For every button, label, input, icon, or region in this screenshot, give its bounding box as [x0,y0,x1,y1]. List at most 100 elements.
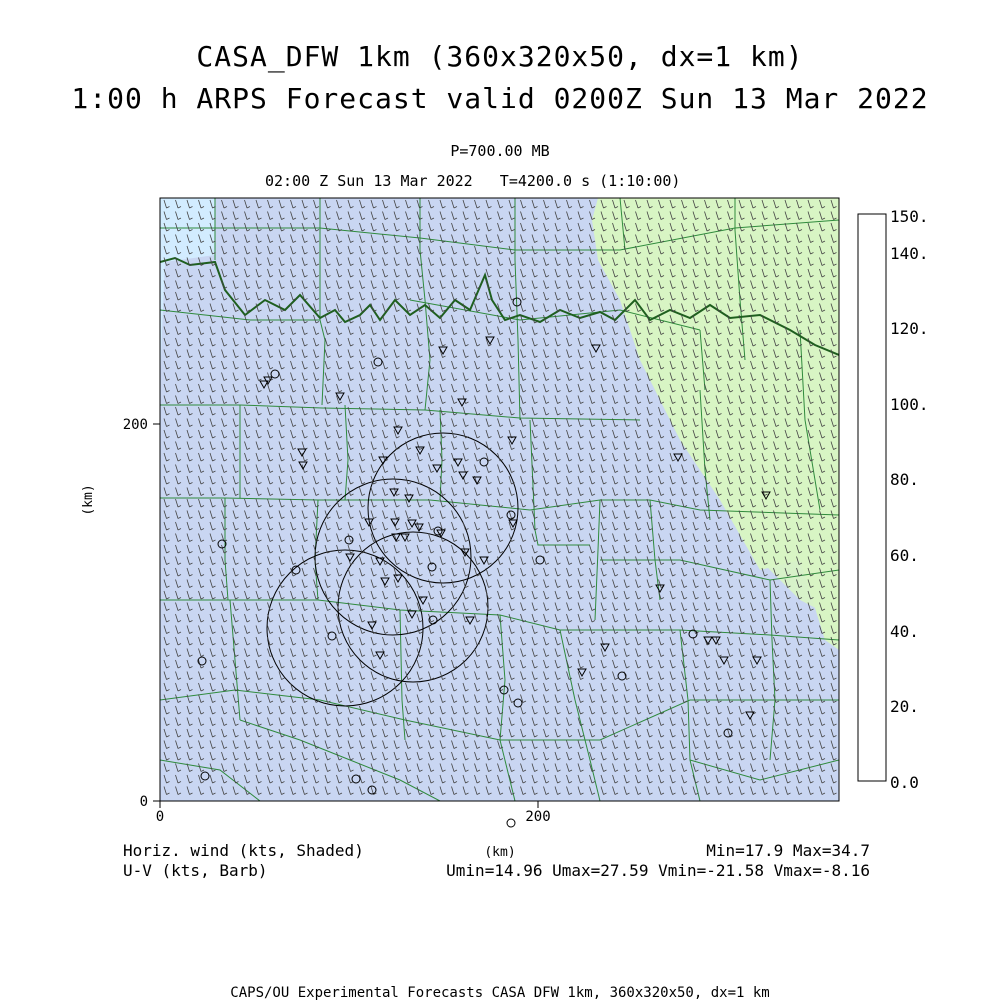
wind-barb [715,498,722,508]
wind-barb [623,441,630,450]
wind-barb [186,234,193,243]
wind-barb [163,326,170,335]
wind-barb [600,383,607,393]
wind-barb [669,579,676,588]
wind-barb [600,291,607,301]
wind-barb [531,648,538,657]
wind-barb [232,314,239,324]
wind-barb [646,257,653,266]
wind-barb [830,280,837,289]
wind-barb [577,314,584,324]
wind-barb [830,625,837,634]
wind-barb [198,717,205,726]
wind-barb [796,487,803,496]
wind-barb [382,728,389,738]
wind-barb [485,291,492,301]
wind-barb [209,774,216,784]
wind-barb [209,590,216,600]
wind-barb [359,314,366,324]
wind-barb [520,602,527,611]
wind-barb [474,728,481,738]
wind-barb [612,372,619,381]
wind-barb [577,429,584,439]
wind-barb [681,659,688,669]
wind-barb [727,579,734,588]
wind-barb [577,510,584,519]
wind-barb [623,786,630,795]
wind-barb [382,257,389,266]
wind-barb [773,786,780,795]
wind-barb [554,671,561,680]
wind-barb [336,682,343,692]
wind-barb [830,395,837,404]
wind-barb [497,774,504,784]
wind-barb [727,395,734,404]
station-marker-circle [499,685,509,695]
wind-barbs [163,199,837,795]
wind-barb [370,475,377,485]
wind-barb [646,740,653,749]
wind-barb [715,464,722,473]
wind-barb [635,728,642,738]
wind-barb [738,314,745,324]
wind-barb [600,556,607,565]
wind-barb [773,349,780,358]
wind-barb [635,441,642,450]
wind-barb [439,222,446,232]
wind-barb [278,625,285,634]
wind-barb [727,475,734,485]
wind-barb [784,487,791,496]
wind-barb [485,349,492,358]
wind-barb [428,372,435,381]
wind-barb [451,487,458,496]
wind-barb [462,625,469,634]
wind-barb [186,395,193,404]
wind-barb [382,280,389,289]
station-marker-circle [513,698,523,708]
wind-barb [175,487,182,496]
wind-barb [232,211,239,220]
wind-barb [692,613,699,623]
wind-barb [347,498,354,508]
wind-barb [750,636,757,646]
wind-barb [255,452,262,462]
wind-barb [819,441,826,450]
wind-barb [198,372,205,381]
wind-barb [485,556,492,565]
wind-barb [681,613,688,623]
wind-barb [301,659,308,669]
wind-barb [451,510,458,519]
wind-barb [209,441,216,450]
wind-barb [704,280,711,289]
wind-barb [830,659,837,669]
wind-barb [520,728,527,738]
wind-barb [750,613,757,623]
wind-barb [497,636,504,646]
wind-barb [761,567,768,577]
wind-barb [244,521,251,531]
wind-barb [175,556,182,565]
wind-barb [796,452,803,462]
wind-barb [474,222,481,232]
wind-barb [405,314,412,324]
wind-barb [267,360,274,370]
wind-barb [796,659,803,669]
wind-barb [359,418,366,427]
wind-barb [646,521,653,531]
wind-barb [267,694,274,703]
wind-barb [336,544,343,554]
wind-barb [635,291,642,301]
wind-barb [612,763,619,772]
wind-barb [416,429,423,439]
wind-barb [198,429,205,439]
wind-barb [221,441,228,450]
wind-barb [669,418,676,427]
wind-barb [807,659,814,669]
wind-barb [267,728,274,738]
wind-barb [543,682,550,692]
wind-barb [359,199,366,209]
wind-barb [531,257,538,266]
wind-barb [635,314,642,324]
wind-barb [267,521,274,531]
wind-barb [658,268,665,278]
